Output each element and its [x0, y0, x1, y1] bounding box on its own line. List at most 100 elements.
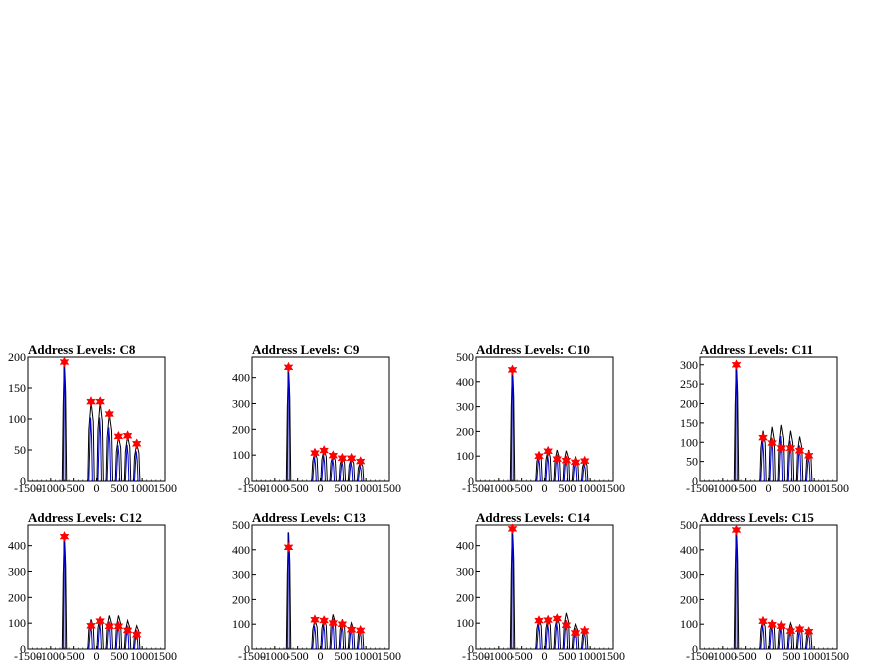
y-tick-label: 100	[232, 617, 250, 631]
y-tick-label: 150	[8, 381, 26, 395]
peak-marker	[319, 444, 330, 457]
histogram-peak-blue	[760, 625, 765, 650]
x-tick-label: -1500	[462, 481, 490, 495]
peak-marker	[803, 626, 814, 638]
y-tick-label: 200	[456, 590, 474, 604]
peak-marker	[543, 445, 554, 457]
x-tick-label: 1000	[354, 649, 378, 663]
y-tick-label: 0	[468, 474, 474, 488]
x-tick-label: -500	[511, 649, 533, 663]
y-tick-label: 100	[680, 617, 698, 631]
peak-marker	[794, 623, 805, 635]
x-tick-label: 0	[94, 649, 100, 663]
histogram-peak-black	[132, 624, 141, 650]
peak-marker	[507, 364, 518, 376]
x-tick-label: 500	[558, 649, 576, 663]
peak-marker	[552, 612, 563, 625]
y-tick-label: 400	[232, 371, 250, 385]
peak-marker	[579, 625, 590, 637]
histogram-peak-blue	[62, 535, 66, 650]
histogram-peak-black	[795, 436, 804, 482]
histogram-panel-14: Address Levels: C14 -1500 -1000 -500 0 500 100…	[448, 504, 672, 672]
x-tick-label: 0	[94, 481, 100, 495]
plot-frame	[27, 524, 166, 650]
chart-title: Address Levels: C14	[476, 510, 590, 525]
y-tick-label: 0	[20, 474, 26, 488]
histogram-peak-blue	[62, 361, 66, 482]
histogram-peak-black	[87, 619, 95, 650]
histogram-peak-blue	[88, 417, 93, 482]
peak-marker	[310, 447, 320, 459]
y-tick-label: 400	[8, 539, 26, 553]
peak-marker	[767, 437, 778, 449]
x-tick-label: 0	[542, 481, 548, 495]
y-tick-label: 0	[20, 642, 26, 656]
histogram-peak-black	[786, 430, 795, 482]
y-tick-label: 250	[680, 377, 698, 391]
peak-marker	[758, 432, 768, 444]
x-tick-label: -1500	[238, 649, 266, 663]
histogram-peak-blue	[760, 440, 765, 482]
histogram-peak-blue	[330, 459, 336, 482]
chart-title: Address Levels: C12	[28, 510, 142, 525]
peak-marker	[86, 396, 96, 408]
histogram-peak-blue	[734, 527, 738, 650]
histogram-peak-black	[759, 430, 767, 482]
x-tick-label: -1500	[686, 481, 714, 495]
y-tick-label: 300	[232, 568, 250, 582]
x-tick-label: 1500	[153, 481, 177, 495]
histogram-panel-8: Address Levels: C8 -1500 -1000 -500 0 500 1000…	[0, 336, 224, 504]
histogram-peak-blue	[97, 417, 102, 482]
y-tick-label: 0	[692, 642, 698, 656]
plot-frame	[27, 356, 166, 482]
plot-frame	[475, 524, 614, 650]
x-tick-label: 1500	[153, 649, 177, 663]
histogram-svg: -1500-1000-500 0 500 1000150001002003004005…	[456, 350, 625, 495]
histogram-peak-black	[329, 614, 337, 650]
y-tick-label: 200	[680, 592, 698, 606]
y-tick-label: 200	[232, 592, 250, 606]
peak-marker	[776, 620, 787, 632]
peak-marker	[95, 615, 105, 627]
y-tick-label: 300	[456, 400, 474, 414]
x-tick-label: -1000	[485, 481, 513, 495]
y-tick-label: 300	[456, 565, 474, 579]
peak-marker	[561, 619, 572, 631]
peak-marker	[319, 614, 330, 627]
x-tick-label: -1500	[14, 481, 42, 495]
x-tick-label: -500	[287, 481, 309, 495]
x-tick-label: -1000	[485, 649, 513, 663]
histogram-peak-blue	[554, 623, 560, 650]
y-tick-label: 0	[244, 642, 250, 656]
chart-title: Address Levels: C11	[700, 342, 814, 357]
x-tick-label: 500	[782, 649, 800, 663]
peak-marker	[283, 361, 294, 373]
x-tick-label: -500	[63, 481, 85, 495]
y-tick-label: 150	[680, 416, 698, 430]
peak-marker	[534, 450, 544, 462]
chart-title: Address Levels: C9	[252, 342, 360, 357]
peak-marker	[561, 455, 572, 467]
histogram-peak-blue	[357, 465, 363, 482]
histogram-peak-black	[786, 621, 795, 650]
histogram-peak-blue	[536, 624, 541, 650]
x-tick-label: -1500	[686, 649, 714, 663]
peak-marker	[507, 523, 518, 535]
x-tick-label: 0	[542, 649, 548, 663]
peak-marker	[776, 442, 787, 454]
histogram-peak-black	[553, 449, 561, 482]
x-tick-label: 500	[110, 649, 128, 663]
peak-marker	[803, 450, 814, 462]
y-tick-label: 0	[468, 642, 474, 656]
x-tick-label: 0	[766, 649, 772, 663]
y-tick-label: 500	[456, 350, 474, 364]
histogram-peak-black	[562, 612, 571, 650]
histogram-peak-blue	[339, 461, 345, 482]
x-tick-label: 1000	[578, 649, 602, 663]
y-tick-label: 0	[692, 474, 698, 488]
plot-frame	[699, 356, 838, 482]
histogram-peak-blue	[124, 444, 130, 482]
peak-marker	[758, 615, 768, 627]
